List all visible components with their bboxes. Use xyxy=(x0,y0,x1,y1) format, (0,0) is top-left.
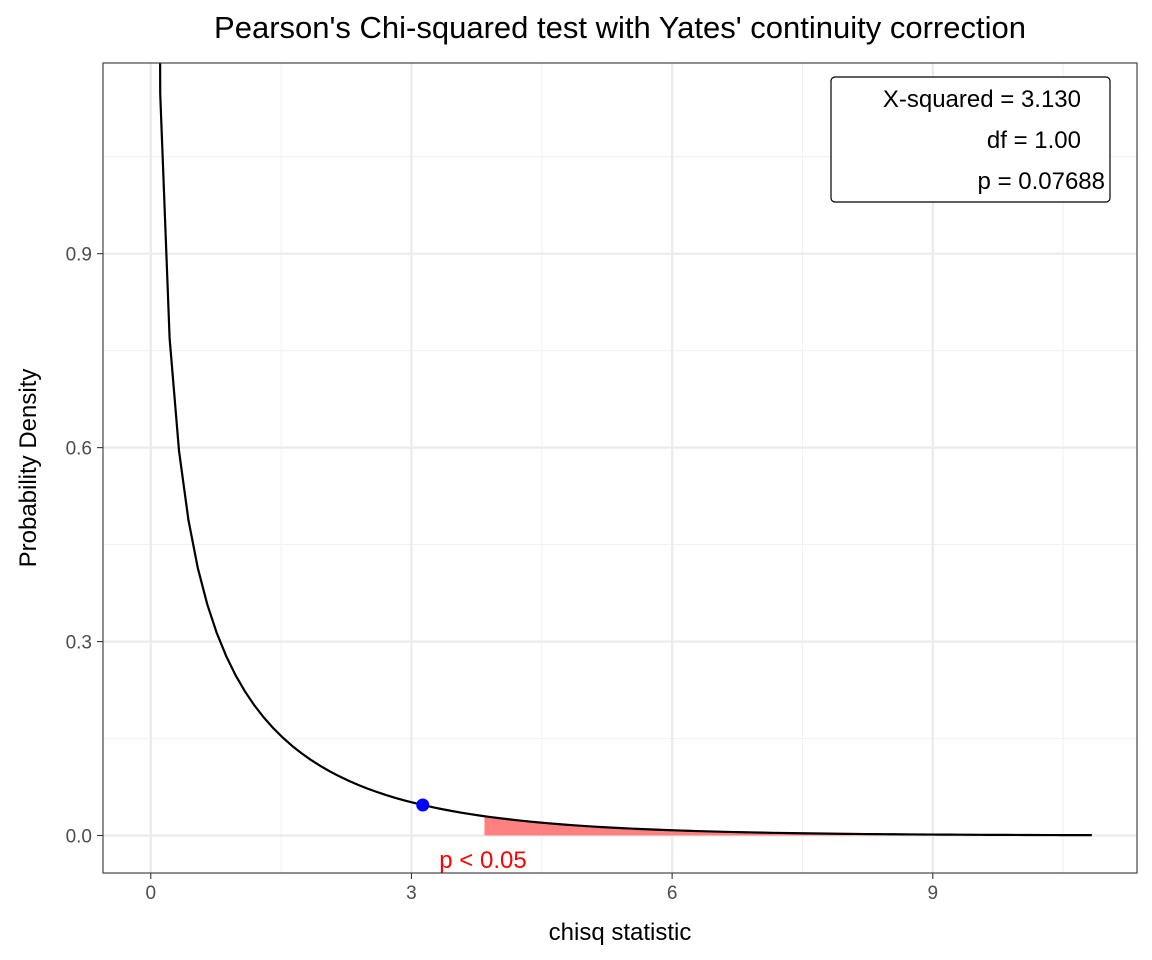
stats-box-frame xyxy=(830,76,1111,203)
y-axis-title: Probability Density xyxy=(15,369,42,568)
y-tick-label: 0.6 xyxy=(66,439,92,460)
stats-box-line-df: df = 1.00 xyxy=(987,127,1081,154)
x-axis-title: chisq statistic xyxy=(549,919,692,946)
y-tick-label: 0.9 xyxy=(66,245,92,266)
y-tick-label: 0.0 xyxy=(66,827,92,848)
y-axis: 0.0 0.3 0.6 0.9 xyxy=(66,245,103,848)
annotation-group: p < 0.05 xyxy=(439,847,526,874)
x-tick-label: 9 xyxy=(928,883,939,904)
x-tick-label: 3 xyxy=(406,883,417,904)
panel-border xyxy=(102,62,1138,874)
rejection-region xyxy=(484,816,1092,836)
y-tick-label: 0.3 xyxy=(66,633,92,654)
curve-group xyxy=(159,63,1092,837)
stats-box-line-p: p = 0.07688 xyxy=(978,168,1105,195)
rejection-label: p < 0.05 xyxy=(439,847,526,874)
x-axis: 0 3 6 9 xyxy=(146,873,939,904)
rejection-region-group xyxy=(484,816,1092,836)
stats-box: X-squared = 3.130 df = 1.00 p = 0.07688 xyxy=(830,76,1111,203)
observed-statistic-point xyxy=(416,798,430,812)
x-tick-label: 0 xyxy=(146,883,157,904)
stats-box-line-statistic: X-squared = 3.130 xyxy=(883,86,1081,113)
chart-title: Pearson's Chi-squared test with Yates' c… xyxy=(214,10,1026,45)
x-tick-label: 6 xyxy=(667,883,678,904)
density-curve xyxy=(159,63,1092,837)
point-group xyxy=(416,798,430,812)
